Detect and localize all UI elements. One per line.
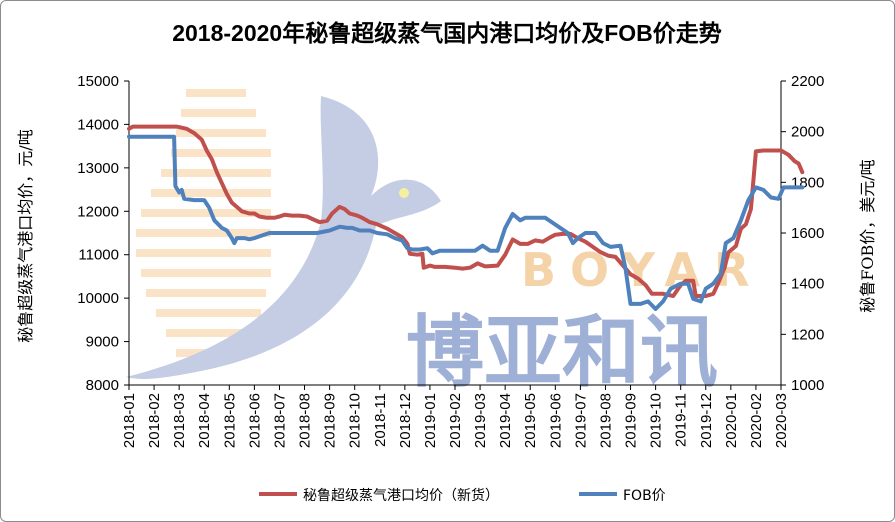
y-left-tick-label: 12000 xyxy=(77,203,119,220)
watermark-cjk-text: 博亚和讯 xyxy=(406,308,718,398)
x-tick-label: 2019-12 xyxy=(698,393,715,448)
x-tick-label: 2018-05 xyxy=(221,393,238,448)
x-tick-label: 2018-04 xyxy=(196,393,213,448)
y-left-tick-label: 14000 xyxy=(77,116,119,133)
watermark-bird xyxy=(126,96,441,379)
x-tick-label: 2019-04 xyxy=(497,393,514,448)
x-tick-label: 2019-06 xyxy=(547,393,564,448)
x-tick-label: 2019-07 xyxy=(572,393,589,448)
y-left-tick-label: 10000 xyxy=(77,290,119,307)
chart-title: 2018-2020年秘鲁超级蒸气国内港口均价及FOB价走势 xyxy=(172,20,722,46)
y-left-tick-label: 8000 xyxy=(86,377,119,394)
series-layer xyxy=(127,124,805,311)
y-left-tick-label: 13000 xyxy=(77,160,119,177)
x-tick-label: 2019-01 xyxy=(422,393,439,448)
x-tick-label: 2018-09 xyxy=(322,393,339,448)
x-tick-label: 2019-11 xyxy=(673,393,690,447)
legend-label-0: 秘鲁超级蒸气港口均价（新货） xyxy=(303,487,499,504)
x-tick-label: 2018-10 xyxy=(347,393,364,448)
legend: 秘鲁超级蒸气港口均价（新货） FOB价 xyxy=(259,487,666,504)
x-tick-label: 2018-01 xyxy=(121,393,138,448)
x-tick-label: 2020-02 xyxy=(748,393,765,448)
y-left-tick-label: 9000 xyxy=(86,334,119,351)
y-right-tick-label: 1000 xyxy=(791,377,824,394)
x-tick-label: 2019-02 xyxy=(447,393,464,448)
x-tick-label: 2019-08 xyxy=(597,393,614,448)
y-right-tick-label: 2000 xyxy=(791,124,824,141)
watermark-stripes xyxy=(136,89,271,357)
x-tick-label: 2018-06 xyxy=(246,393,263,448)
y-right-tick-label: 1600 xyxy=(791,225,824,242)
x-tick-label: 2018-07 xyxy=(271,393,288,448)
legend-label-1: FOB价 xyxy=(623,488,666,504)
y-right-tick-label: 1400 xyxy=(791,276,824,293)
watermark-eye xyxy=(399,188,409,198)
y-axis-right-label: 秘鲁FOB价，美元/吨 xyxy=(858,159,877,312)
x-tick-label: 2019-10 xyxy=(648,393,665,448)
x-tick-label: 2019-03 xyxy=(472,393,489,448)
x-tick-label: 2019-05 xyxy=(522,393,539,448)
x-tick-label: 2018-12 xyxy=(397,393,414,448)
watermark-logo: BOYAR 博亚和讯 xyxy=(126,89,763,398)
x-tick-label: 2018-02 xyxy=(146,393,163,448)
y-left-tick-label: 15000 xyxy=(77,73,119,90)
x-tick-label: 2020-01 xyxy=(723,393,740,448)
y-right-tick-label: 1200 xyxy=(791,326,824,343)
y-left-tick-label: 11000 xyxy=(78,247,119,264)
x-tick-label: 2020-03 xyxy=(773,393,790,448)
x-tick-label: 2019-09 xyxy=(623,393,640,448)
x-tick-label: 2018-11 xyxy=(372,393,389,447)
series-line-1 xyxy=(127,134,805,311)
y-axis-left-label: 秘鲁超级蒸气港口均价，元/吨 xyxy=(16,129,35,342)
y-right-tick-label: 2200 xyxy=(791,73,824,90)
x-tick-label: 2018-08 xyxy=(297,393,314,448)
axes: 8000 9000 10000 11000 12000 13000 14000 15000 10… xyxy=(77,73,824,448)
watermark-latin-text: BOYAR xyxy=(521,243,763,297)
x-tick-label: 2018-03 xyxy=(171,393,188,448)
